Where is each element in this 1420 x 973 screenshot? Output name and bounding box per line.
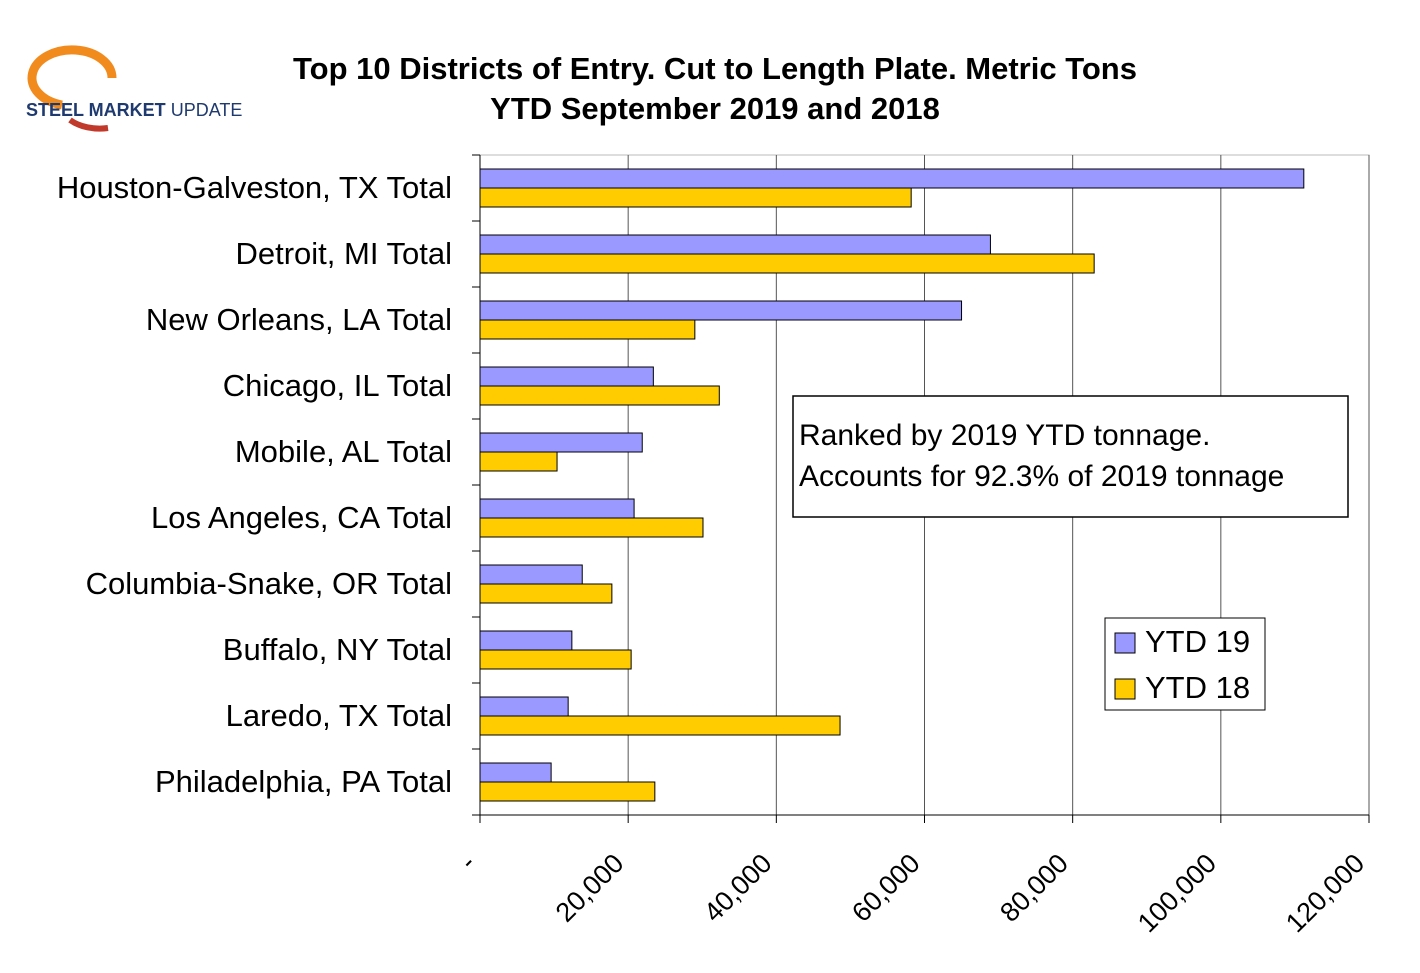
annotation: Ranked by 2019 YTD tonnage. xyxy=(799,419,1210,452)
y-tick-label: Mobile, AL Total xyxy=(235,434,452,469)
x-tick-label: 60,000 xyxy=(846,848,926,928)
bar xyxy=(479,583,613,604)
y-tick-label: Los Angeles, CA Total xyxy=(151,500,452,535)
chart-subtitle: YTD September 2019 and 2018 xyxy=(490,91,940,126)
legend-label: YTD 18 xyxy=(1145,670,1250,705)
chart-title: Top 10 Districts of Entry. Cut to Length… xyxy=(293,51,1137,86)
bar xyxy=(479,366,654,387)
bar xyxy=(479,253,1095,274)
bar xyxy=(479,715,841,736)
y-tick-label: New Orleans, LA Total xyxy=(146,302,452,337)
x-tick-label: 120,000 xyxy=(1280,848,1370,938)
bar xyxy=(479,187,912,208)
x-tick-label: 80,000 xyxy=(994,848,1074,928)
bar xyxy=(479,762,552,783)
bar xyxy=(479,781,656,802)
bar xyxy=(479,168,1305,189)
y-tick-label: Houston-Galveston, TX Total xyxy=(57,170,452,205)
bar xyxy=(479,630,573,651)
y-tick-label: Buffalo, NY Total xyxy=(223,632,452,667)
bar xyxy=(479,649,632,670)
bar xyxy=(479,451,558,472)
legend-label: YTD 19 xyxy=(1145,624,1250,659)
bar xyxy=(479,385,720,406)
bar xyxy=(479,498,635,519)
x-tick-label: 20,000 xyxy=(550,848,630,928)
y-tick-label: Detroit, MI Total xyxy=(235,236,452,271)
logo-swoosh xyxy=(68,117,109,132)
y-tick-label: Philadelphia, PA Total xyxy=(155,764,452,799)
x-tick-label: 100,000 xyxy=(1132,848,1222,938)
bar xyxy=(479,432,643,453)
annotation: Accounts for 92.3% of 2019 tonnage xyxy=(799,460,1284,493)
bar xyxy=(479,319,696,340)
x-tick-label: - xyxy=(454,848,482,876)
bar xyxy=(479,517,704,538)
legend-swatch xyxy=(1114,632,1136,654)
bar xyxy=(479,234,991,255)
bar xyxy=(479,300,963,321)
annotation-box xyxy=(792,395,1349,518)
logo-text: STEEL MARKET UPDATE xyxy=(26,100,242,120)
y-tick-label: Chicago, IL Total xyxy=(223,368,452,403)
x-tick-label: 40,000 xyxy=(698,848,778,928)
y-tick-label: Columbia-Snake, OR Total xyxy=(86,566,452,601)
bar xyxy=(479,564,583,585)
y-tick-label: Laredo, TX Total xyxy=(226,698,452,733)
legend-swatch xyxy=(1114,678,1136,700)
bar xyxy=(479,696,569,717)
logo-swoosh xyxy=(27,45,117,110)
